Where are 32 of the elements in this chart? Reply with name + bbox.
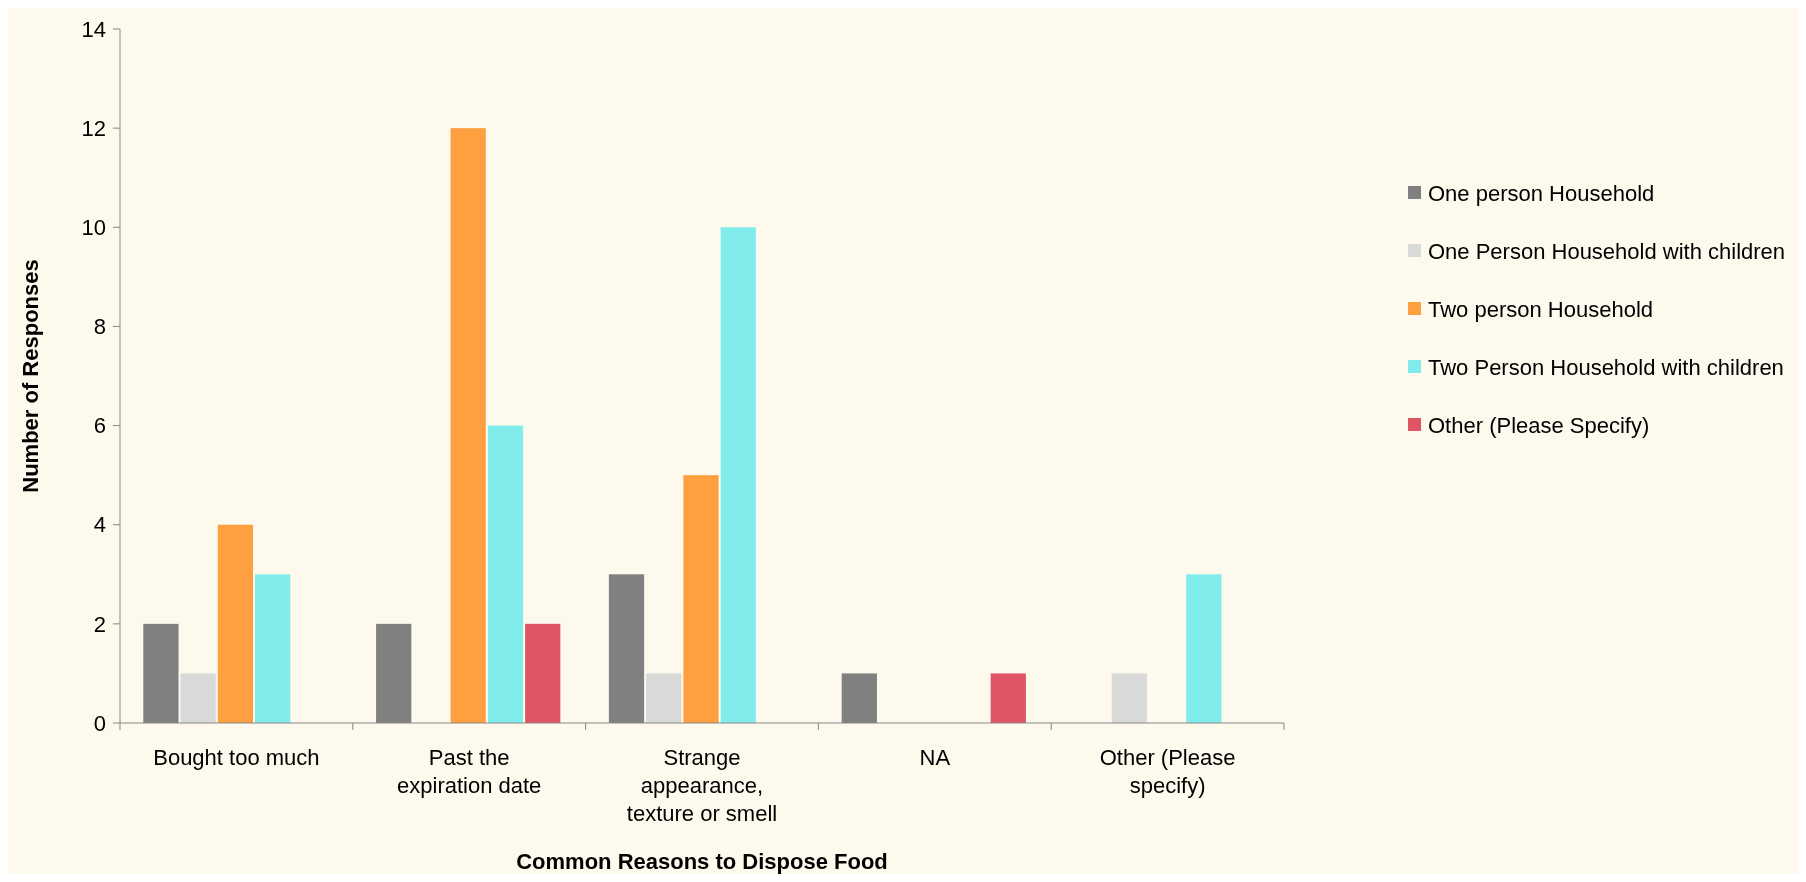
legend-label: One Person Household with children — [1428, 238, 1786, 264]
x-tick-label: Bought too much — [153, 745, 320, 770]
y-tick-label: 8 — [93, 314, 106, 340]
bar — [990, 673, 1026, 723]
legend-label: Two person Household — [1428, 296, 1654, 322]
bar — [1186, 574, 1222, 723]
bar — [646, 673, 682, 723]
bar — [1111, 673, 1147, 723]
y-axis-title: Number of Responses — [18, 259, 43, 493]
y-tick-label: 4 — [93, 512, 106, 538]
bar — [525, 623, 561, 723]
bar — [450, 128, 486, 723]
y-tick-label: 6 — [93, 413, 106, 439]
bar — [255, 574, 291, 723]
x-tick-label: Strange appearance, texture or smell — [626, 745, 778, 826]
legend-label: Other (Please Specify) — [1428, 412, 1650, 438]
x-tick-label: NA — [919, 745, 951, 770]
bar — [720, 227, 756, 723]
y-tick-label: 0 — [93, 710, 106, 736]
legend-label: One person Household — [1428, 180, 1655, 206]
y-tick-label: 14 — [81, 16, 106, 42]
x-tick-label: Other (Please specify) — [1099, 745, 1236, 798]
y-tick-label: 10 — [81, 214, 106, 240]
y-tick-label: 2 — [93, 611, 106, 637]
bar — [180, 673, 216, 723]
x-axis-title: Common Reasons to Dispose Food — [516, 849, 888, 874]
y-tick-label: 12 — [81, 115, 106, 141]
bar — [217, 524, 254, 723]
x-tick-label: Past the expiration date — [397, 745, 542, 798]
bar — [683, 475, 719, 723]
legend-label: Two Person Household with children — [1428, 354, 1784, 380]
bar — [487, 425, 524, 723]
